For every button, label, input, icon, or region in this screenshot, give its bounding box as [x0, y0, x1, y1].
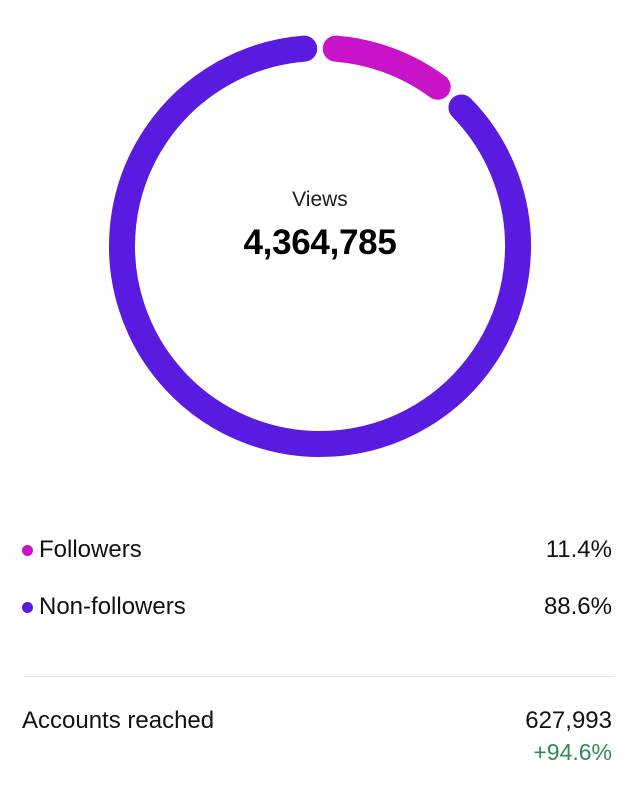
accounts-reached-delta: +94.6%: [533, 739, 612, 765]
followers-dot-icon: [22, 544, 33, 556]
legend-item-non-followers: Non-followers 88.6%: [22, 593, 612, 621]
accounts-reached-row: Accounts reached 627,993: [22, 707, 612, 735]
accounts-reached-section: Accounts reached 627,993 +94.6%: [22, 707, 612, 765]
accounts-reached-value: 627,993: [525, 707, 612, 734]
donut-svg: [109, 35, 531, 457]
non-followers-dot-icon: [22, 601, 33, 613]
legend-value-followers: 11.4%: [545, 536, 612, 563]
section-divider: [24, 676, 614, 677]
legend-item-followers: Followers 11.4%: [22, 536, 612, 564]
donut-segment-followers: [322, 35, 451, 100]
legend-value-non-followers: 88.6%: [543, 593, 612, 620]
donut-segment-non-followers: [109, 35, 531, 457]
legend-label-followers: Followers: [39, 536, 142, 563]
chart-legend: Followers 11.4% Non-followers 88.6%: [22, 536, 612, 621]
legend-label-non-followers: Non-followers: [39, 593, 186, 620]
accounts-reached-label: Accounts reached: [22, 707, 215, 734]
